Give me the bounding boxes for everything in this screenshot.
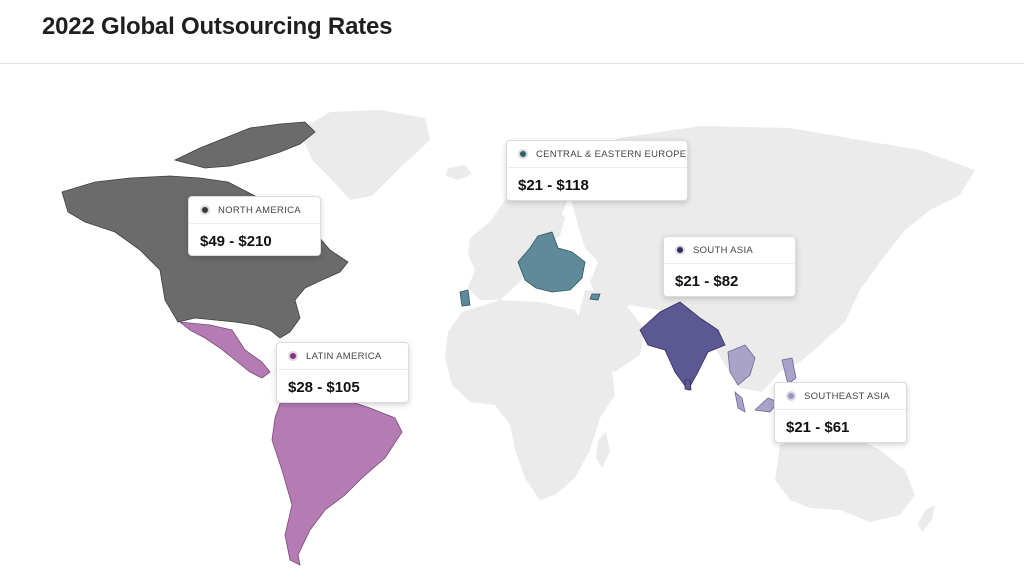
south-asia-card[interactable]: SOUTH ASIA $21 - $82 <box>663 236 796 297</box>
southeast-asia-legend-dot <box>786 391 796 401</box>
north-america-label: NORTH AMERICA <box>218 204 301 216</box>
latin-america-legend-dot <box>288 351 298 361</box>
central-eastern-europe-label: CENTRAL & EASTERN EUROPE <box>536 148 687 160</box>
central-eastern-europe-card[interactable]: CENTRAL & EASTERN EUROPE $21 - $118 <box>506 140 688 201</box>
page-title: 2022 Global Outsourcing Rates <box>42 13 393 40</box>
north-america-card[interactable]: NORTH AMERICA $49 - $210 <box>188 196 321 256</box>
arctic-islands-shape <box>173 121 316 169</box>
madagascar-shape <box>596 432 610 468</box>
south-asia-card-header: SOUTH ASIA <box>664 237 795 264</box>
central-eastern-europe-legend-dot <box>518 149 528 159</box>
southeast-asia-card[interactable]: SOUTHEAST ASIA $21 - $61 <box>774 382 907 443</box>
north-america-card-header: NORTH AMERICA <box>189 197 320 224</box>
portugal-shape <box>459 289 471 307</box>
southeast-asia-card-header: SOUTHEAST ASIA <box>775 383 906 410</box>
latin-america-region[interactable] <box>178 321 403 566</box>
central-america-shape <box>178 321 271 379</box>
latin-america-card-header: LATIN AMERICA <box>277 343 408 370</box>
south-asia-region[interactable] <box>639 301 726 391</box>
central-eastern-europe-rate: $21 - $118 <box>518 177 589 194</box>
south-asia-label: SOUTH ASIA <box>693 244 754 256</box>
sri-lanka-shape <box>684 379 692 391</box>
southeast-asia-rate: $21 - $61 <box>786 419 850 436</box>
africa-shape <box>445 300 615 500</box>
south-asia-legend-dot <box>675 245 685 255</box>
central-eastern-europe-region[interactable] <box>459 231 601 307</box>
australia-shape <box>775 430 915 522</box>
greenland-shape <box>300 110 430 200</box>
indochina-shape <box>727 344 756 386</box>
latin-america-card[interactable]: LATIN AMERICA $28 - $105 <box>276 342 409 403</box>
central-eastern-europe-shape <box>517 231 586 293</box>
north-america-rate: $49 - $210 <box>200 233 272 250</box>
south-asia-rate: $21 - $82 <box>675 273 739 290</box>
south-america-shape <box>271 391 403 566</box>
southeast-asia-label: SOUTHEAST ASIA <box>804 390 890 402</box>
new-zealand-shape <box>918 505 935 532</box>
iceland-shape <box>446 165 472 180</box>
southeast-asia-region[interactable] <box>727 344 797 413</box>
black-sea-coast-shape <box>589 293 601 301</box>
latin-america-rate: $28 - $105 <box>288 379 360 396</box>
header-bar: 2022 Global Outsourcing Rates <box>0 0 1024 64</box>
philippines-shape <box>781 357 797 385</box>
central-eastern-europe-card-header: CENTRAL & EASTERN EUROPE <box>507 141 687 168</box>
malaysia-shape <box>734 390 746 413</box>
japan-shape <box>846 232 870 276</box>
latin-america-label: LATIN AMERICA <box>306 350 382 362</box>
north-america-legend-dot <box>200 205 210 215</box>
south-asia-shape <box>639 301 726 391</box>
